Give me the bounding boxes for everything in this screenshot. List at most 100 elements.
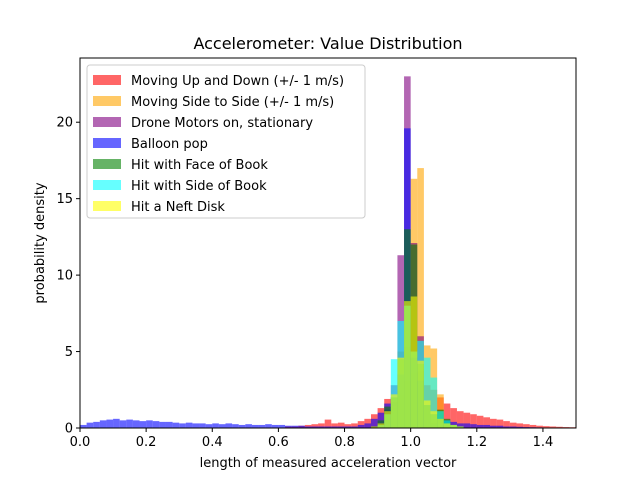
bar-series-3-bin-61	[483, 424, 491, 428]
y-axis: 0 5 10 15 20	[56, 116, 80, 437]
bar-series-3-bin-11	[152, 421, 160, 428]
x-tick-label: 1.2	[466, 435, 487, 450]
bar-series-6-bin-52	[423, 400, 431, 428]
x-tick-label: 0.6	[268, 435, 289, 450]
bar-series-6-bin-53	[430, 411, 438, 428]
bar-series-3-bin-63	[496, 425, 504, 428]
y-tick-label: 5	[65, 345, 73, 360]
y-axis-label: probability density	[33, 182, 48, 303]
bar-series-3-bin-18	[199, 423, 206, 428]
legend-swatch	[93, 138, 121, 148]
bar-series-3-bin-33	[298, 425, 305, 428]
bar-series-3-bin-24	[238, 424, 246, 428]
bar-series-0-bin-39	[337, 422, 345, 428]
bar-series-3-bin-26	[251, 424, 259, 428]
bar-series-0-bin-63	[496, 419, 504, 428]
bar-series-0-bin-35	[311, 424, 319, 428]
legend-entry: Hit a Neft Disk	[131, 200, 225, 215]
bar-series-3-bin-44	[370, 418, 378, 428]
bar-series-6-bin-51	[417, 360, 424, 428]
bar-series-3-bin-43	[364, 423, 371, 428]
bar-series-0-bin-56	[450, 408, 457, 428]
bar-series-3-bin-45	[377, 412, 385, 428]
bar-series-0-bin-41	[351, 423, 358, 428]
bar-series-3-bin-39	[337, 426, 345, 428]
bar-series-0-bin-59	[470, 414, 477, 428]
bar-series-3-bin-34	[304, 426, 312, 428]
legend-entry: Drone Motors on, stationary	[131, 116, 313, 131]
bar-series-6-bin-49	[404, 301, 411, 428]
x-tick-label: 0.0	[70, 435, 91, 450]
x-tick-label: 1.0	[400, 435, 421, 450]
bar-series-3-bin-3	[99, 420, 107, 428]
bar-series-0-bin-72	[556, 426, 563, 428]
bar-series-0-bin-40	[344, 424, 352, 428]
bar-series-0-bin-38	[331, 423, 338, 428]
bar-series-6-bin-47	[390, 394, 398, 428]
x-tick-label: 0.4	[202, 435, 223, 450]
legend-entry: Hit with Face of Book	[131, 158, 268, 173]
bar-series-0-bin-66	[516, 423, 524, 428]
bar-series-0-bin-60	[476, 415, 484, 428]
bars-group	[80, 76, 576, 428]
bar-series-5-bin-52	[423, 357, 431, 428]
bar-series-3-bin-2	[93, 421, 100, 428]
bar-series-3-bin-1	[86, 422, 94, 428]
bar-series-6-bin-44	[370, 426, 378, 428]
bar-series-3-bin-8	[132, 420, 140, 428]
bar-series-3-bin-16	[185, 422, 193, 428]
bar-series-0-bin-70	[542, 426, 550, 428]
bar-series-3-bin-35	[311, 426, 319, 428]
bar-series-6-bin-54	[437, 418, 444, 428]
bar-series-3-bin-21	[218, 424, 226, 428]
bar-series-3-bin-37	[324, 426, 332, 428]
bar-series-3-bin-22	[225, 423, 233, 428]
bar-series-0-bin-68	[529, 424, 537, 428]
bar-series-0-bin-69	[536, 425, 543, 428]
bar-series-0-bin-61	[483, 417, 491, 428]
bar-series-3-bin-30	[278, 424, 286, 428]
bar-series-0-bin-62	[490, 418, 497, 428]
bar-series-3-bin-7	[126, 419, 133, 428]
plot-frame	[79, 57, 577, 429]
legend-entry: Balloon pop	[131, 137, 208, 152]
x-tick-label: 1.4	[533, 435, 554, 450]
legend: Moving Up and Down (+/- 1 m/s) Moving Sid…	[86, 64, 366, 219]
bar-series-3-bin-13	[165, 421, 173, 428]
bar-series-3-bin-17	[192, 423, 200, 428]
bar-series-3-bin-32	[291, 425, 299, 428]
bar-series-6-bin-48	[397, 357, 405, 428]
bar-series-0-bin-57	[456, 411, 464, 428]
x-axis: 0.0 0.2 0.4 0.6 0.8 1.0 1.2 1.4	[70, 428, 554, 450]
legend-swatch	[93, 159, 121, 169]
bar-series-3-bin-23	[232, 424, 239, 428]
legend-entry: Hit with Side of Book	[131, 179, 267, 194]
legend-swatch	[93, 75, 121, 85]
bar-series-3-bin-15	[179, 423, 186, 428]
bar-series-0-bin-67	[523, 424, 530, 428]
bar-series-3-bin-57	[456, 423, 464, 428]
bar-series-3-bin-38	[331, 426, 338, 428]
bar-series-3-bin-5	[113, 418, 120, 428]
bar-series-3-bin-64	[503, 426, 510, 428]
bar-series-3-bin-65	[509, 426, 517, 428]
y-tick-label: 0	[65, 422, 73, 437]
bar-series-3-bin-0	[80, 424, 87, 428]
bar-series-3-bin-66	[516, 426, 524, 428]
bar-series-3-bin-4	[106, 419, 114, 428]
legend-swatch	[93, 117, 121, 127]
chart-title: Accelerometer: Value Distribution	[193, 34, 462, 53]
bar-series-0-bin-42	[357, 421, 365, 428]
bar-series-5-bin-47	[390, 359, 398, 428]
bar-series-6-bin-57	[456, 426, 464, 428]
bar-series-5-bin-53	[430, 377, 438, 428]
legend-box	[86, 64, 366, 219]
bar-series-0-bin-36	[318, 423, 325, 428]
y-tick-label: 10	[56, 269, 73, 284]
y-tick-label: 15	[56, 192, 73, 207]
legend-entry: Moving Side to Side (+/- 1 m/s)	[131, 95, 334, 110]
bar-series-0-bin-65	[509, 422, 517, 428]
bar-series-3-bin-41	[351, 426, 358, 428]
bar-series-6-bin-50	[410, 296, 418, 428]
bar-series-0-bin-58	[463, 412, 471, 428]
